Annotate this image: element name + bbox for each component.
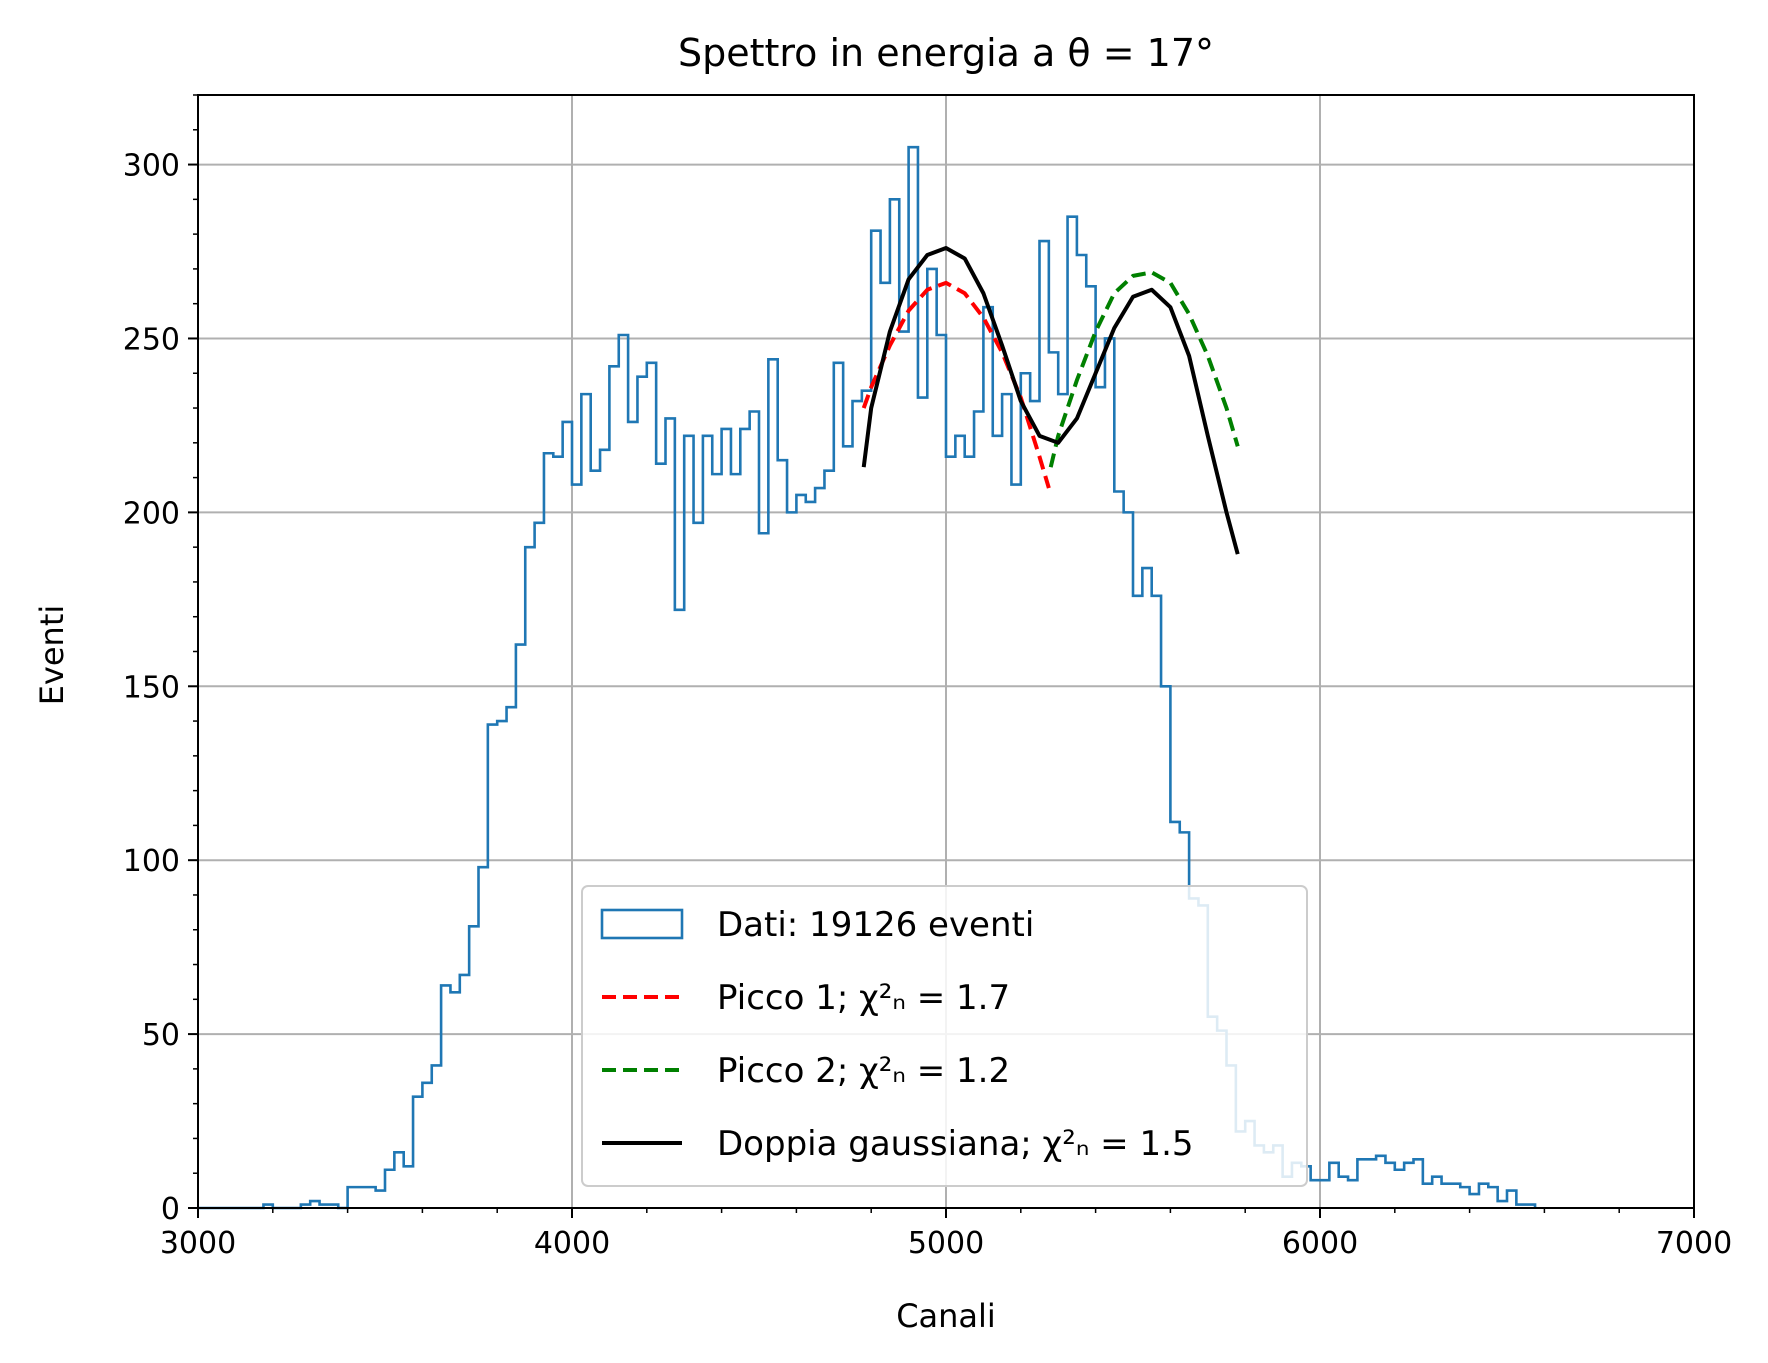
axis-ticks: 3000 4000 5000 6000 7000 0 50 100 150 200 250 300 [123, 94, 1732, 1261]
x-tick-label: 6000 [1282, 1226, 1358, 1261]
series-line-2 [1048, 270, 1240, 468]
y-tick-label: 200 [123, 496, 180, 531]
legend-label-1: Dati: 19126 eventi [717, 905, 1034, 945]
legend: Dati: 19126 eventi Picco 1; χ²ₙ = 1.7 Picc… [581, 885, 1308, 1187]
y-axis-label: Eventi [33, 605, 71, 706]
fit-curves [861, 246, 1240, 555]
x-tick-label: 5000 [908, 1226, 984, 1261]
histogram-steps [198, 145, 1537, 1210]
legend-swatch-1 [600, 908, 684, 940]
y-tick-label: 300 [123, 149, 180, 184]
x-tick-label: 7000 [1656, 1226, 1732, 1261]
y-tick-label: 0 [161, 1192, 180, 1227]
y-tick-label: 150 [123, 670, 180, 705]
x-axis-label: Canali [896, 1297, 996, 1335]
y-tick-label: 50 [142, 1018, 180, 1053]
x-tick-label: 4000 [534, 1226, 610, 1261]
x-tick-label: 3000 [160, 1226, 236, 1261]
legend-label-3: Picco 2; χ²ₙ = 1.2 [717, 1051, 1010, 1091]
y-tick-label: 250 [123, 322, 180, 357]
legend-label-4: Doppia gaussiana; χ²ₙ = 1.5 [717, 1124, 1194, 1164]
chart-title: Spettro in energia a θ = 17° [678, 31, 1214, 75]
series-line-3 [861, 246, 1240, 555]
legend-label-2: Picco 1; χ²ₙ = 1.7 [717, 978, 1010, 1018]
histogram [198, 145, 1537, 1210]
legend-box [581, 885, 1308, 1187]
y-tick-label: 100 [123, 844, 180, 879]
